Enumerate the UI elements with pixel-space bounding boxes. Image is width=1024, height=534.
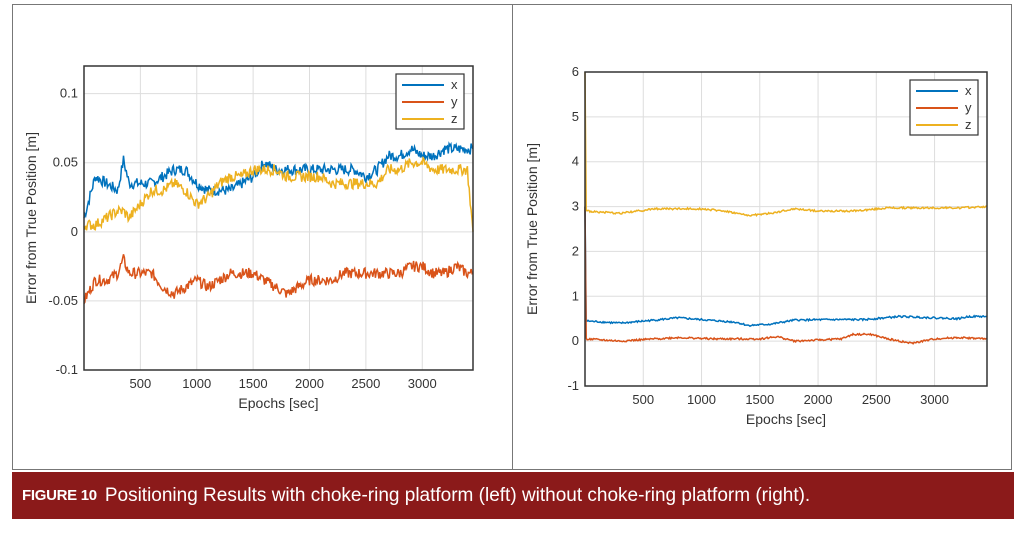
y-tick-label: 0.1 xyxy=(60,86,78,101)
y-axis-label: Error from True Position [m] xyxy=(524,143,540,315)
x-tick-label: 3000 xyxy=(408,376,437,391)
series-line-y xyxy=(584,206,988,345)
x-tick-label: 1500 xyxy=(745,392,774,407)
legend-label-z: z xyxy=(451,111,458,126)
y-tick-label: 6 xyxy=(572,64,579,79)
y-tick-label: 5 xyxy=(572,109,579,124)
series-line-x xyxy=(584,206,988,328)
plot-area xyxy=(83,65,474,371)
caption-text: Positioning Results with choke-ring plat… xyxy=(104,484,811,506)
series-line-z xyxy=(584,71,988,217)
x-tick-label: 2000 xyxy=(295,376,324,391)
y-tick-label: -0.05 xyxy=(48,293,78,308)
legend-label-z: z xyxy=(965,117,972,132)
series-line-z xyxy=(83,155,474,232)
y-tick-label: 4 xyxy=(572,154,579,169)
y-tick-label: 0 xyxy=(572,333,579,348)
x-tick-label: 1500 xyxy=(239,376,268,391)
panel-divider xyxy=(512,4,513,470)
x-tick-label: 1000 xyxy=(687,392,716,407)
y-tick-label: 1 xyxy=(572,288,579,303)
x-axis-label: Epochs [sec] xyxy=(238,395,318,411)
x-axis-label: Epochs [sec] xyxy=(746,411,826,427)
y-tick-label: 0 xyxy=(71,224,78,239)
figure-caption: FIGURE 10 Positioning Results with choke… xyxy=(12,472,1014,519)
y-tick-label: -0.1 xyxy=(56,362,78,377)
x-tick-label: 2500 xyxy=(862,392,891,407)
y-tick-label: 0.05 xyxy=(53,155,78,170)
x-tick-label: 500 xyxy=(632,392,654,407)
plot-area xyxy=(584,71,988,387)
x-tick-label: 2500 xyxy=(351,376,380,391)
x-tick-label: 500 xyxy=(130,376,152,391)
legend-label-x: x xyxy=(451,77,458,92)
left-chart: 500 1000 1500 2000 2500 3000 -0.1 -0.05 0 0.05 0.1… xyxy=(23,65,474,411)
series-line-x xyxy=(83,141,474,219)
legend-label-x: x xyxy=(965,83,972,98)
legend-label-y: y xyxy=(451,94,458,109)
x-tick-label: 2000 xyxy=(804,392,833,407)
legend-label-y: y xyxy=(965,100,972,115)
x-tick-label: 3000 xyxy=(920,392,949,407)
right-chart: 500 1000 1500 2000 2500 3000 -1 0 1 2 3 4 5 6 Epochs [… xyxy=(524,64,988,427)
series-line-y xyxy=(83,254,474,305)
y-tick-label: -1 xyxy=(567,378,579,393)
y-axis-label: Error from True Position [m] xyxy=(23,132,39,304)
y-tick-label: 3 xyxy=(572,199,579,214)
y-tick-label: 2 xyxy=(572,243,579,258)
x-tick-label: 1000 xyxy=(182,376,211,391)
figure-label: FIGURE 10 xyxy=(22,487,97,504)
